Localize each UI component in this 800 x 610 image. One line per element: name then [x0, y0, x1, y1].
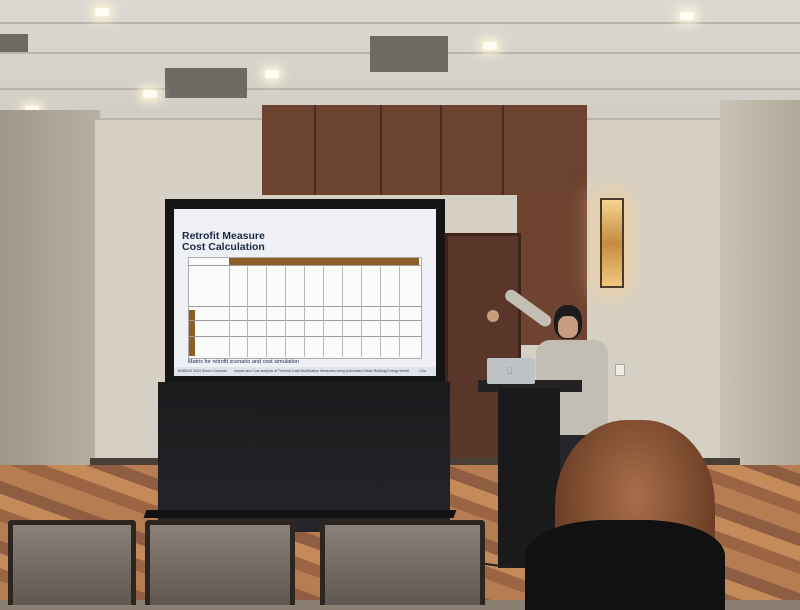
- presenter-face: [558, 316, 578, 338]
- slide-bullet: Matrix for retrofit scenario and cost si…: [188, 359, 299, 365]
- ceiling-light: [265, 70, 279, 78]
- matrix-col-line: [361, 265, 362, 357]
- matrix-col-line: [229, 265, 230, 357]
- slide-footer: BSBE&S 2024 Senior Colorado Impact and C…: [174, 367, 436, 376]
- matrix-header-bar: [229, 258, 419, 265]
- matrix-col-line: [266, 265, 267, 357]
- presentation-slide: Retrofit Measure Cost Calculation Matrix…: [174, 209, 436, 376]
- matrix-row-line: [189, 320, 421, 321]
- right-wall: [720, 100, 800, 500]
- apple-logo-icon: : [506, 366, 514, 376]
- ceiling-light: [680, 12, 694, 20]
- ceiling-vent: [165, 68, 247, 98]
- wall-sconce: [600, 198, 624, 288]
- matrix-row-line: [189, 336, 421, 337]
- screen-stand-skirt: [158, 382, 450, 532]
- audience-chair: [145, 520, 295, 605]
- laptop[interactable]: [487, 358, 535, 384]
- matrix-col-line: [247, 265, 248, 357]
- audience-chair: [320, 520, 485, 605]
- ceiling-light: [95, 8, 109, 16]
- wood-plank-seam: [380, 105, 382, 195]
- wood-plank-seam: [440, 105, 442, 195]
- matrix-col-line: [304, 265, 305, 357]
- audience-chair: [8, 520, 136, 605]
- matrix-col-line: [399, 265, 400, 357]
- slide-footer-left: BSBE&S 2024 Senior Colorado: [178, 369, 228, 373]
- matrix-col-line: [342, 265, 343, 357]
- ceiling-grid-line: [0, 22, 800, 24]
- audience-member-shoulders: [525, 520, 725, 610]
- retrofit-cost-matrix: [188, 257, 422, 359]
- ceiling-light: [483, 42, 497, 50]
- wood-plank-seam: [502, 105, 504, 195]
- wall-outlet: [615, 364, 625, 376]
- wood-panel: [262, 105, 587, 195]
- left-wall-partition: [0, 110, 100, 470]
- matrix-row-line: [189, 306, 421, 307]
- matrix-row-line: [189, 265, 421, 266]
- screen-stand-foot: [143, 510, 457, 518]
- slide-page-number: 13/a: [419, 369, 426, 373]
- ceiling-vent: [0, 34, 28, 52]
- ceiling-vent: [370, 36, 448, 72]
- ceiling-light: [143, 90, 157, 98]
- presenter-hand: [487, 310, 499, 322]
- slide-footer-center: Impact and Cost analysis of Thermal Load…: [234, 369, 409, 373]
- matrix-col-line: [323, 265, 324, 357]
- slide-title: Retrofit Measure Cost Calculation: [182, 230, 265, 253]
- wood-plank-seam: [314, 105, 316, 195]
- matrix-col-line: [285, 265, 286, 357]
- ceiling-grid-line: [0, 88, 800, 90]
- matrix-col-line: [380, 265, 381, 357]
- matrix-side-bar: [189, 310, 195, 356]
